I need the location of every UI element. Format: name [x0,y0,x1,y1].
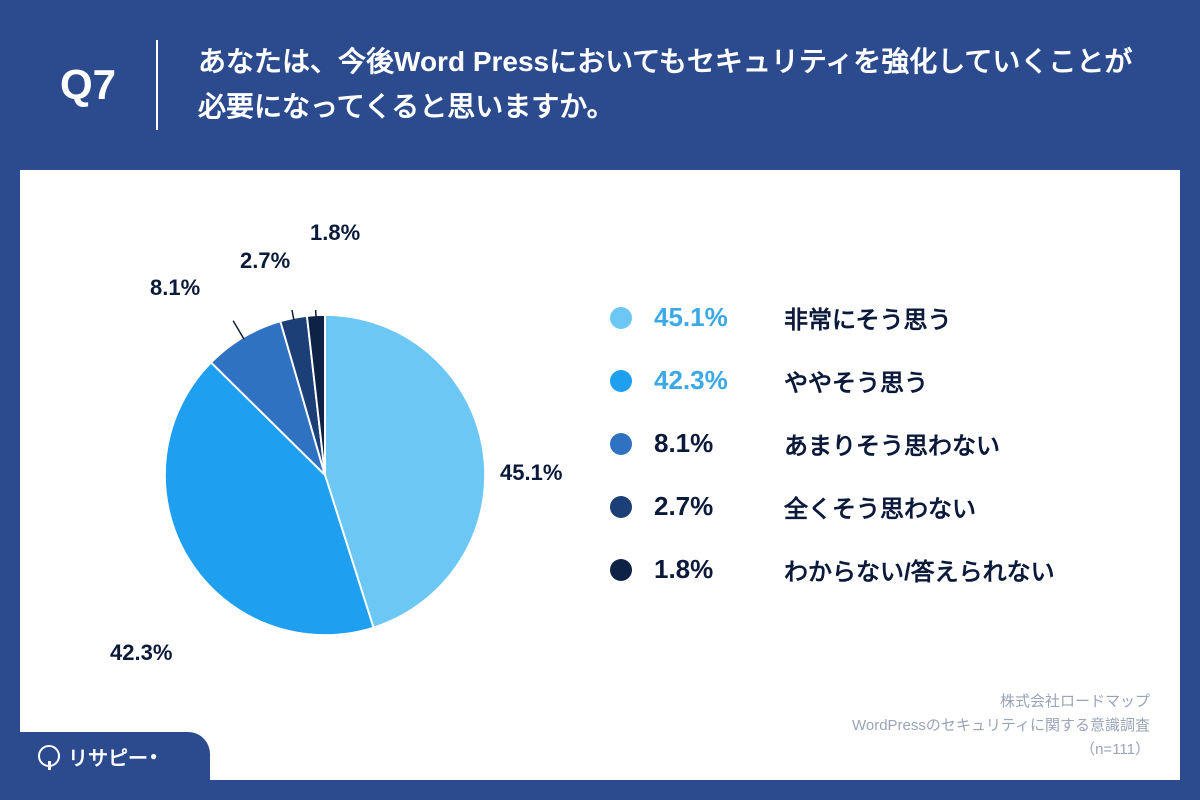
brand-tab: リサピー ● [20,732,210,780]
leader-line [233,321,244,339]
brand-icon [38,745,60,767]
legend-row: 45.1%非常にそう思う [610,300,1150,335]
legend-swatch [610,370,632,392]
legend-swatch [610,559,632,581]
legend-percent: 1.8% [654,554,784,585]
legend-label: わからない/答えられない [784,552,1055,587]
brand-name: リサピー [68,742,148,771]
legend-label: 全くそう思わない [784,489,976,524]
pie-svg [160,310,490,640]
legend-row: 2.7%全くそう思わない [610,489,1150,524]
pie-chart [160,310,490,640]
legend-percent: 2.7% [654,491,784,522]
legend-percent: 45.1% [654,302,784,333]
pie-callout: 42.3% [110,640,172,666]
legend-label: 非常にそう思う [784,300,952,335]
legend-percent: 8.1% [654,428,784,459]
legend-swatch [610,307,632,329]
legend-label: ややそう思う [784,363,928,398]
chart-panel: 45.1%42.3%8.1%2.7%1.8% 45.1%非常にそう思う42.3%… [20,170,1180,780]
question-number: Q7 [60,40,158,130]
pie-chart-area: 45.1% 42.3% 8.1% 2.7% 1.8% [80,200,580,700]
brand-dot: ● [150,749,157,763]
legend-row: 42.3%ややそう思う [610,363,1150,398]
pie-callout: 8.1% [150,275,200,301]
pie-callout: 1.8% [310,220,360,246]
question-header: Q7 あなたは、今後Word Pressにおいてもセキュリティを強化していくこと… [0,0,1200,160]
footer-line-3: （n=111） [852,738,1150,762]
pie-callout: 2.7% [240,248,290,274]
footer-line-1: 株式会社ロードマップ [852,690,1150,714]
footer-credit: 株式会社ロードマップ WordPressのセキュリティに関する意識調査 （n=1… [852,690,1150,762]
legend-label: あまりそう思わない [784,426,1000,461]
footer-line-2: WordPressのセキュリティに関する意識調査 [852,714,1150,738]
pie-callout: 45.1% [500,460,562,486]
legend: 45.1%非常にそう思う42.3%ややそう思う8.1%あまりそう思わない2.7%… [610,300,1150,615]
legend-row: 1.8%わからない/答えられない [610,552,1150,587]
question-text: あなたは、今後Word Pressにおいてもセキュリティを強化していくことが必要… [198,40,1140,130]
legend-percent: 42.3% [654,365,784,396]
legend-row: 8.1%あまりそう思わない [610,426,1150,461]
legend-swatch [610,496,632,518]
legend-swatch [610,433,632,455]
